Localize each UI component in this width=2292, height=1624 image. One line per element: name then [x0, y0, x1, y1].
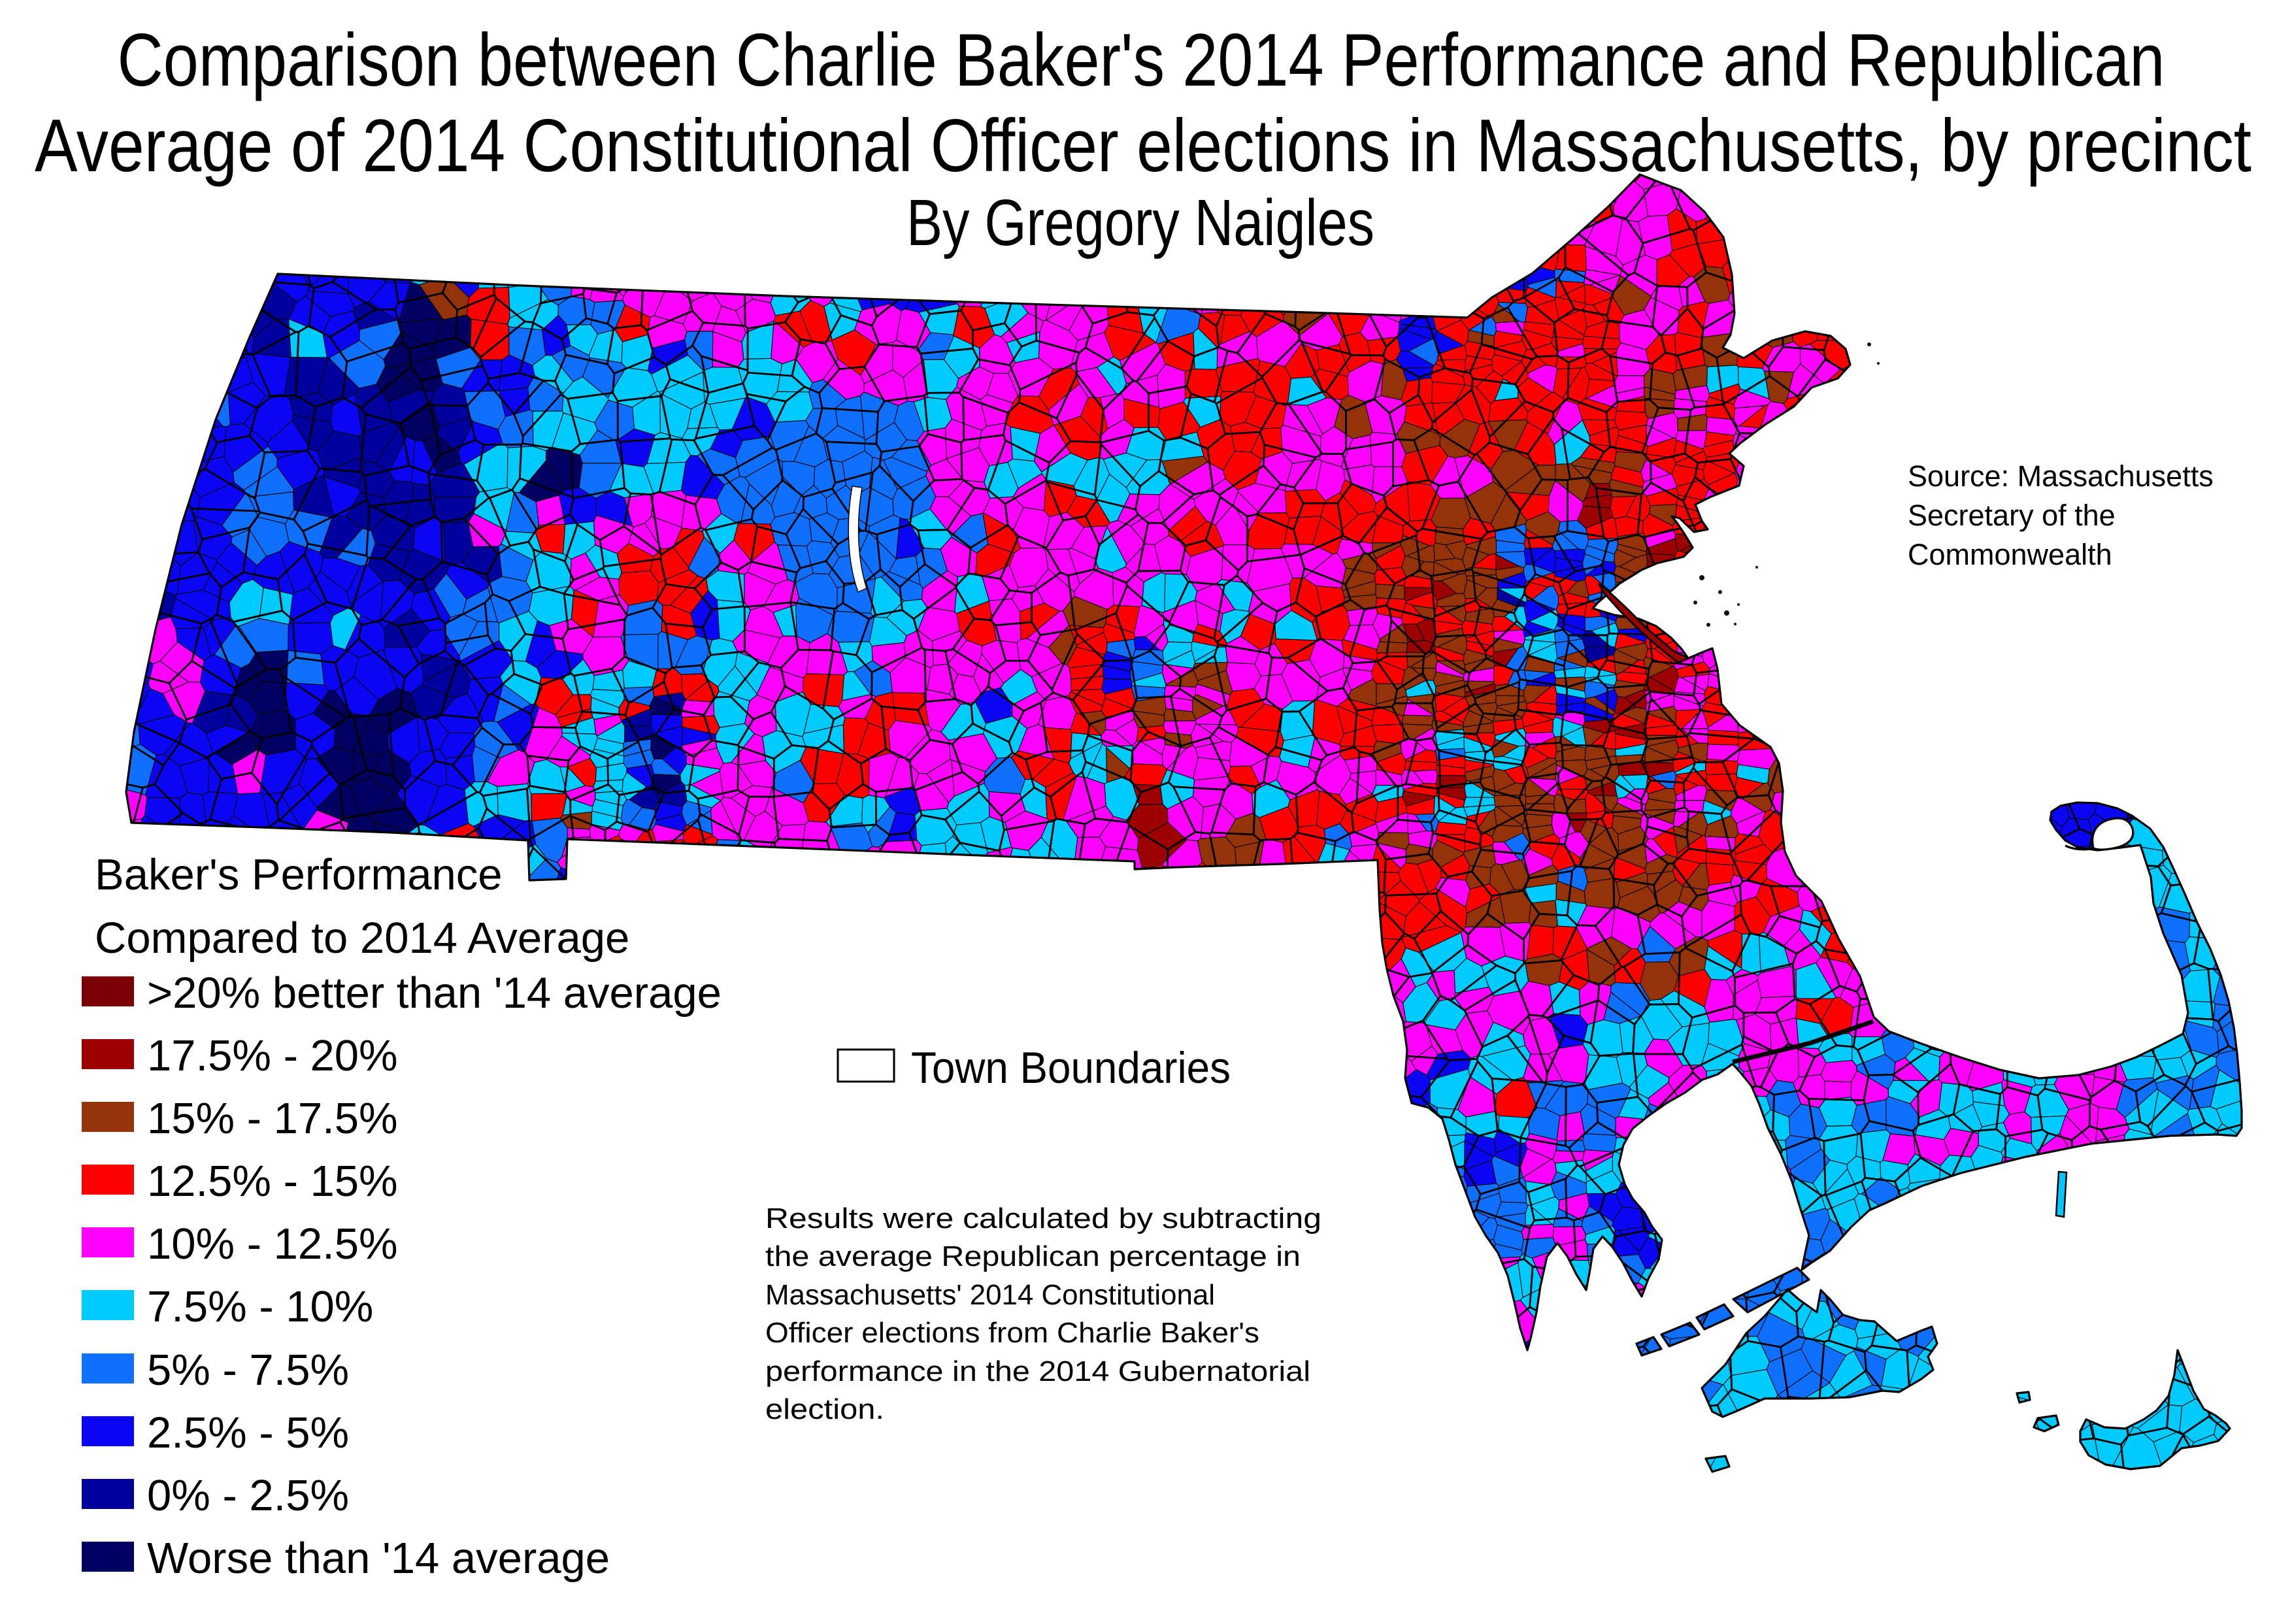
- svg-text:Officer elections from Charlie: Officer elections from Charlie Baker's: [765, 1317, 1259, 1349]
- svg-text:12.5% - 15%: 12.5% - 15%: [147, 1157, 398, 1206]
- svg-text:Source: Massachusetts: Source: Massachusetts: [1908, 459, 2214, 493]
- svg-text:17.5% - 20%: 17.5% - 20%: [147, 1031, 398, 1080]
- svg-text:election.: election.: [765, 1393, 884, 1425]
- svg-text:>20% better than '14 average: >20% better than '14 average: [147, 969, 722, 1018]
- svg-text:Secretary of the: Secretary of the: [1908, 499, 2116, 532]
- svg-text:Town Boundaries: Town Boundaries: [911, 1043, 1231, 1093]
- svg-text:Results were calculated by sub: Results were calculated by subtracting: [765, 1202, 1321, 1235]
- svg-text:the average Republican percent: the average Republican percentage in: [765, 1240, 1301, 1272]
- svg-text:Massachusetts' 2014 Constituti: Massachusetts' 2014 Constitutional: [765, 1279, 1215, 1311]
- svg-text:Commonwealth: Commonwealth: [1908, 538, 2112, 571]
- svg-text:By Gregory Naigles: By Gregory Naigles: [906, 186, 1374, 259]
- svg-text:7.5% - 10%: 7.5% - 10%: [147, 1282, 373, 1331]
- svg-text:Compared to 2014 Average: Compared to 2014 Average: [95, 914, 629, 963]
- svg-text:5% - 7.5%: 5% - 7.5%: [147, 1346, 349, 1395]
- svg-text:10% - 12.5%: 10% - 12.5%: [147, 1219, 398, 1268]
- svg-text:Comparison between Charlie Bak: Comparison between Charlie Baker's 2014 …: [118, 19, 2165, 102]
- svg-text:0% - 2.5%: 0% - 2.5%: [147, 1471, 349, 1520]
- svg-text:Baker's Performance: Baker's Performance: [95, 850, 502, 899]
- svg-text:performance in the 2014 Gubern: performance in the 2014 Gubernatorial: [765, 1355, 1310, 1387]
- svg-text:Worse than '14 average: Worse than '14 average: [147, 1534, 610, 1583]
- svg-text:15% - 17.5%: 15% - 17.5%: [147, 1094, 398, 1143]
- svg-text:Average of 2014 Constitutional: Average of 2014 Constitutional Officer e…: [35, 105, 2251, 188]
- svg-text:2.5% - 5%: 2.5% - 5%: [147, 1408, 349, 1457]
